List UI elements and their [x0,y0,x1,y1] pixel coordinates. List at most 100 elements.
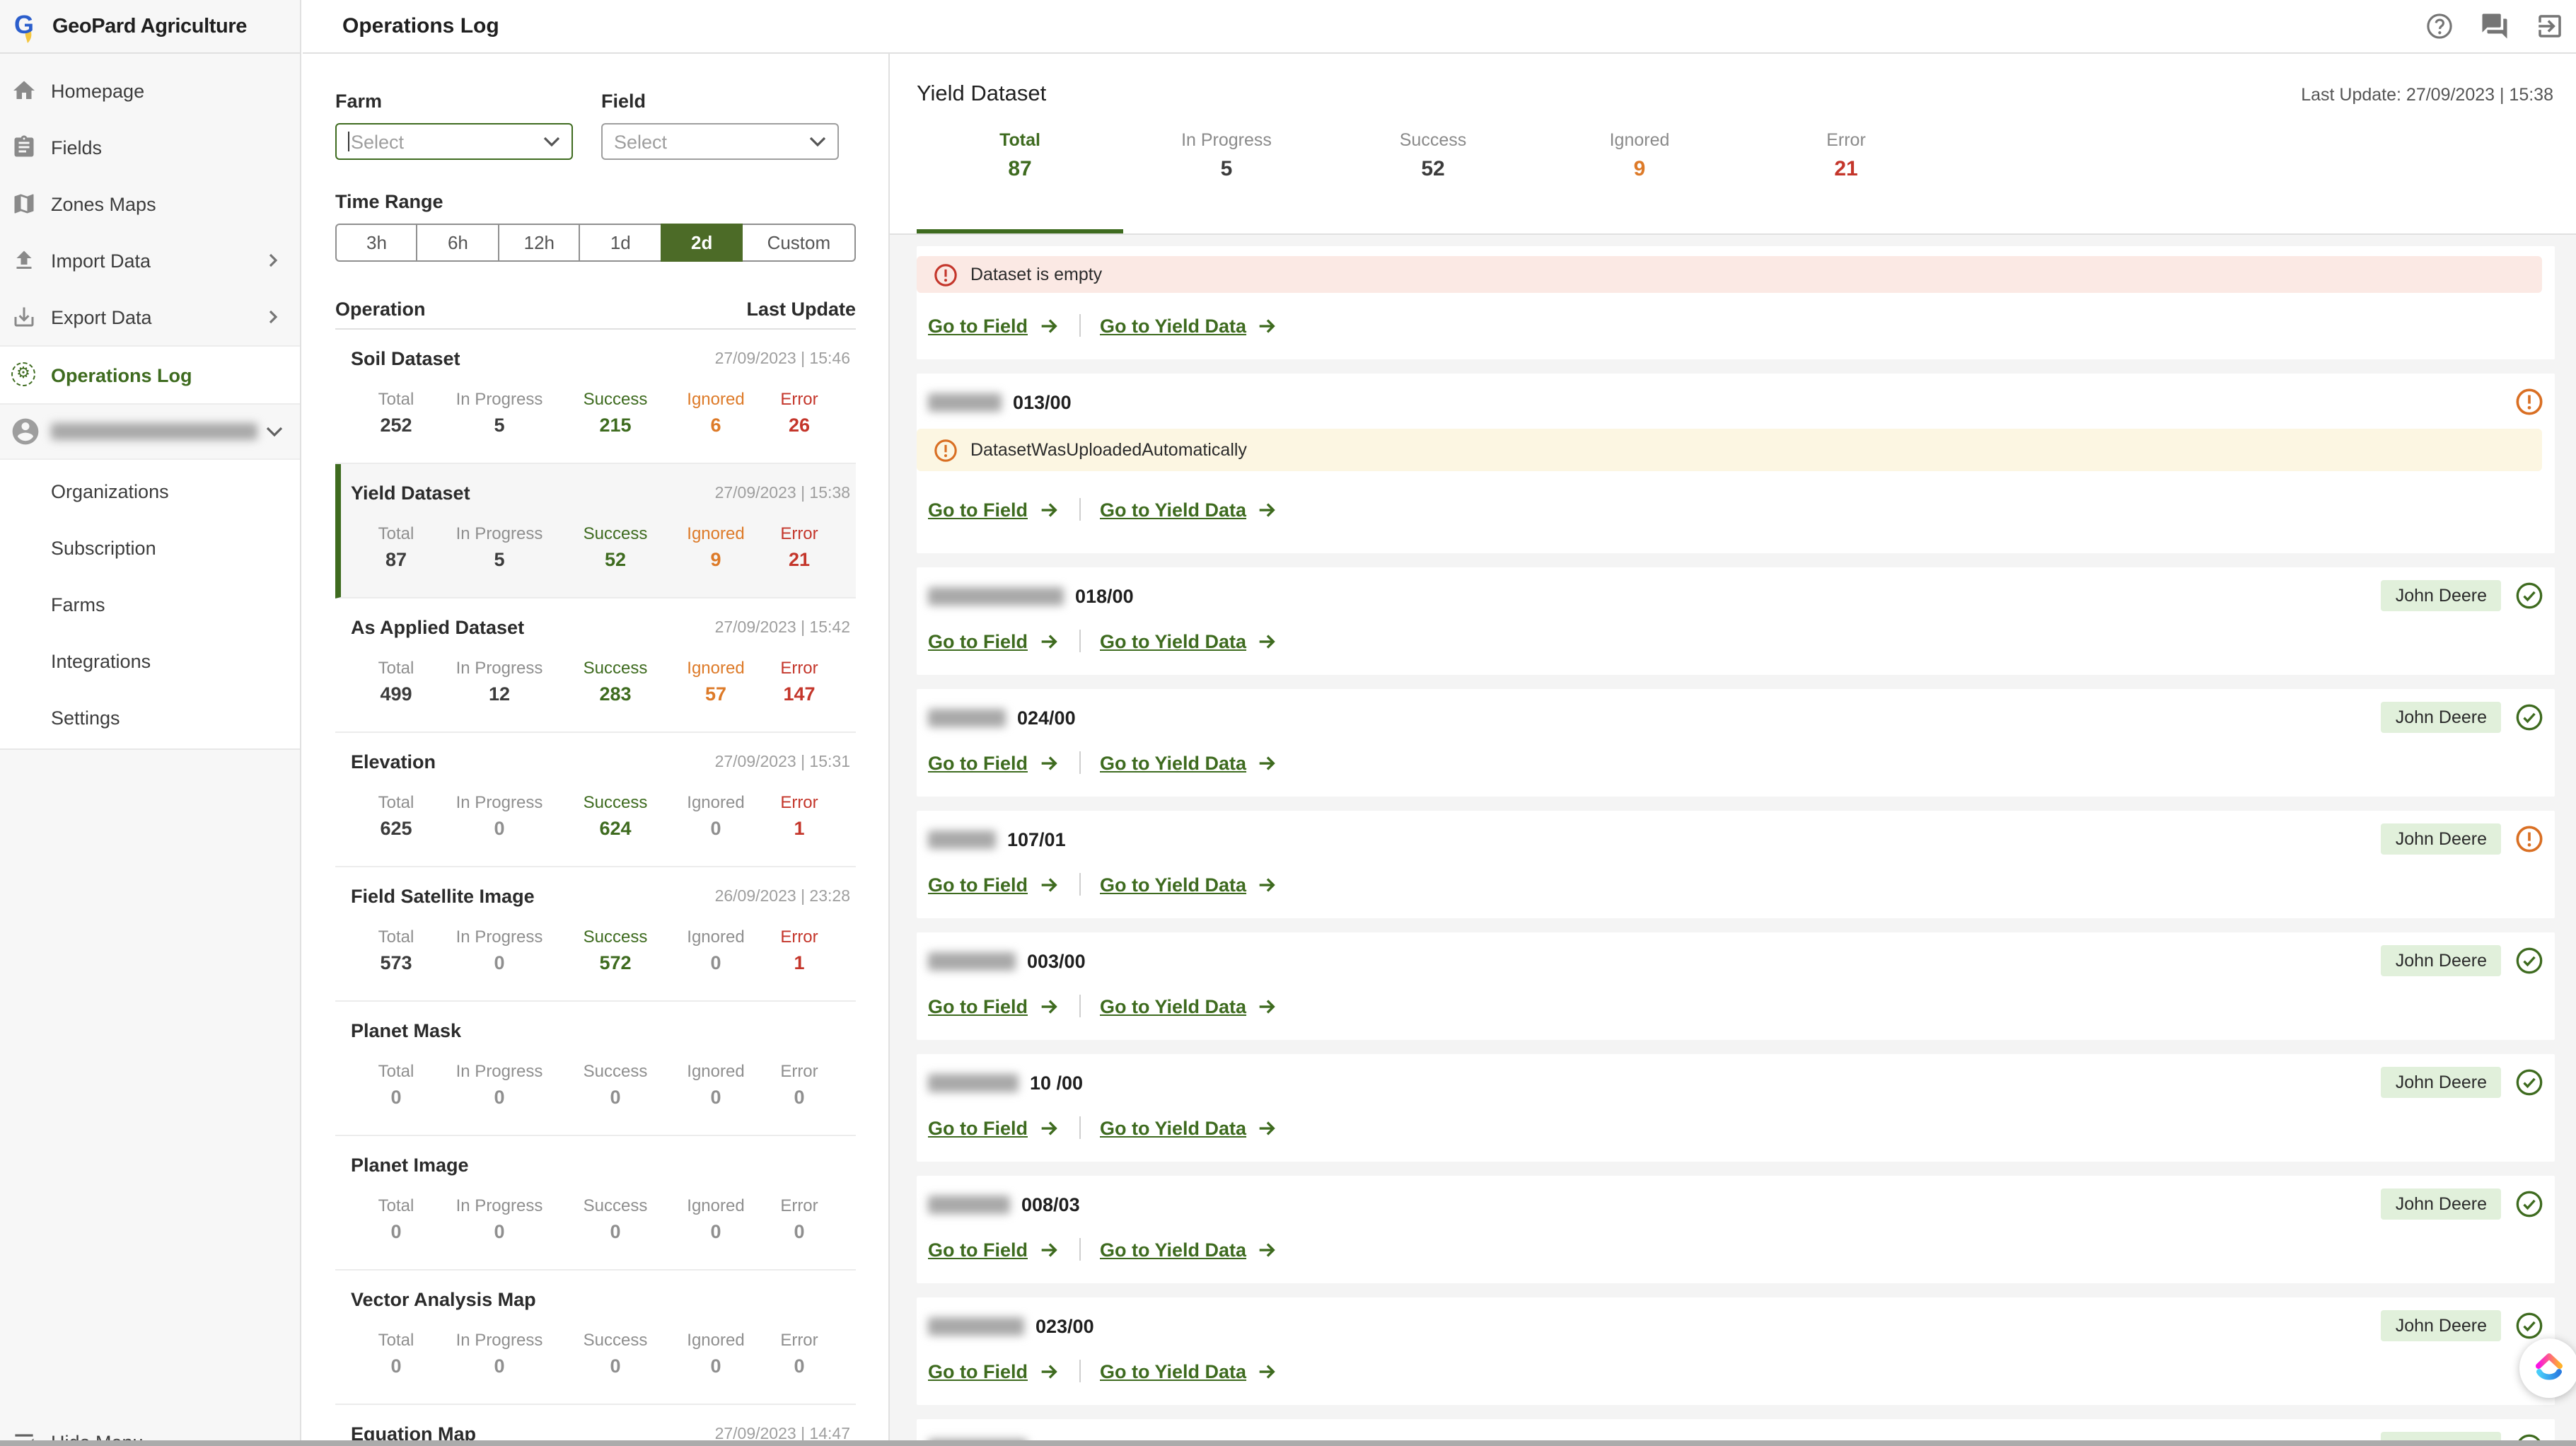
go-to-field-label: Go to Field [928,499,1028,520]
go-to-yield-data-link[interactable]: Go to Yield Data [1100,1117,1277,1138]
home-icon [11,78,37,103]
tab-ignored[interactable]: Ignored 9 [1536,130,1743,181]
time-range-6h[interactable]: 6h [416,224,499,262]
field-name-suffix: 008/03 [1021,1193,1080,1215]
go-to-yield-data-link[interactable]: Go to Yield Data [1100,630,1277,652]
time-range-2d[interactable]: 2d [660,224,743,262]
tab-in_progress[interactable]: In Progress 5 [1123,130,1330,181]
dataset-card: 023/00 John Deere Go to Field Go to Yield… [917,1297,2555,1405]
go-to-field-link[interactable]: Go to Field [928,1117,1059,1138]
sidebar-item-fields[interactable]: Fields [0,119,300,175]
arrow-right-icon [1259,999,1275,1013]
go-to-yield-data-link[interactable]: Go to Yield Data [1100,874,1277,895]
stat-value: 12 [488,683,511,705]
field-select[interactable]: Select [601,123,839,160]
stat-value: 0 [710,818,721,839]
stat-label: In Progress [456,658,543,678]
go-to-yield-data-link[interactable]: Go to Yield Data [1100,995,1277,1017]
status-tabs: Total 87 In Progress 5 Success 52 Ignore… [917,130,2553,181]
provider-badge: John Deere [2381,945,2501,976]
card-links: Go to Field Go to Yield Data [917,627,2555,655]
tab-label: Success [1399,130,1467,150]
stat: Ignored 0 [673,1061,758,1108]
sidebar-item-label: Operations Log [51,364,192,386]
operation-row[interactable]: Planet Image Total 0 In Progress 0 Success 0 I… [335,1136,856,1271]
chat-icon[interactable] [2480,11,2510,41]
operation-row[interactable]: Yield Dataset 27/09/2023 | 15:38 Total 87… [335,464,856,598]
stat: In Progress 0 [441,1330,557,1377]
stat-value: 26 [788,415,811,436]
operation-row[interactable]: Elevation 27/09/2023 | 15:31 Total 625 In … [335,733,856,867]
sidebar-item-homepage[interactable]: Homepage [0,62,300,119]
stat-value: 624 [599,818,632,839]
go-to-field-label: Go to Field [928,874,1028,895]
dataset-card: 024/00 John Deere Go to Field Go to Yield… [917,689,2555,797]
sidebar-subitem-integrations[interactable]: Integrations [51,650,151,671]
stat-value: 0 [494,1087,505,1108]
stat: Ignored 0 [673,1330,758,1377]
tab-label: Total [999,130,1040,150]
sidebar-item-export-data[interactable]: Export Data [0,289,300,345]
col-last-update: Last Update [746,299,856,320]
stat-label: Total [378,927,414,947]
operation-last-update: 27/09/2023 | 14:47 [714,1425,850,1442]
go-to-yield-data-link[interactable]: Go to Yield Data [1100,1239,1277,1260]
operation-row[interactable]: Planet Mask Total 0 In Progress 0 Success 0 Ig… [335,1002,856,1136]
divider [1079,1360,1080,1382]
time-range-12h[interactable]: 12h [497,224,581,262]
go-to-field-link[interactable]: Go to Field [928,315,1059,336]
go-to-field-link[interactable]: Go to Field [928,499,1059,520]
arrow-right-icon [1040,1242,1057,1256]
account-row[interactable] [0,405,300,458]
go-to-field-link[interactable]: Go to Field [928,630,1059,652]
field-name-suffix: 023/00 [1035,1315,1094,1336]
blurred-field-name [928,830,996,848]
time-range-1d[interactable]: 1d [579,224,662,262]
stat: Success 0 [557,1061,673,1108]
go-to-yield-data-link[interactable]: Go to Yield Data [1100,315,1277,336]
stat-label: Ignored [687,1061,745,1081]
go-to-field-link[interactable]: Go to Field [928,1360,1059,1382]
go-to-field-link[interactable]: Go to Field [928,1239,1059,1260]
stat-value: 147 [783,683,816,705]
time-range-3h[interactable]: 3h [335,224,418,262]
arrow-right-icon [1259,1121,1275,1135]
sidebar-item-operations-log[interactable]: ⚙ Operations Log [0,345,300,405]
logout-icon[interactable] [2535,11,2565,41]
farm-select[interactable]: Select [335,123,573,160]
operation-last-update: 26/09/2023 | 23:28 [714,888,850,905]
help-icon[interactable] [2425,11,2454,41]
go-to-field-link[interactable]: Go to Field [928,995,1059,1017]
operation-row[interactable]: Vector Analysis Map Total 0 In Progress 0 Su… [335,1271,856,1405]
go-to-field-link[interactable]: Go to Field [928,874,1059,895]
operation-row[interactable]: Field Satellite Image 26/09/2023 | 23:28… [335,867,856,1002]
time-range-custom[interactable]: Custom [741,224,857,262]
provider-badge: John Deere [2381,1067,2501,1098]
success-check-icon [2515,947,2543,975]
operation-row[interactable]: As Applied Dataset 27/09/2023 | 15:42 To… [335,598,856,733]
sidebar-subitem-subscription[interactable]: Subscription [51,537,156,558]
stat-value: 6 [710,415,721,436]
sidebar-item-import-data[interactable]: Import Data [0,232,300,289]
clickup-button[interactable] [2519,1338,2576,1398]
card-status-group [2515,388,2543,416]
sidebar-subitem-settings[interactable]: Settings [51,707,120,728]
operation-row[interactable]: Soil Dataset 27/09/2023 | 15:46 Total 252… [335,330,856,464]
go-to-field-link[interactable]: Go to Field [928,752,1059,773]
stat-label: Success [583,792,648,812]
tab-value: 21 [1834,157,1858,181]
farm-label: Farm [335,91,383,112]
tab-error[interactable]: Error 21 [1743,130,1949,181]
tab-success[interactable]: Success 52 [1330,130,1536,181]
tab-total[interactable]: Total 87 [917,130,1123,181]
field-name: 018/00 [928,585,1134,606]
warning-icon [2515,825,2543,853]
sidebar-subitem-farms[interactable]: Farms [51,594,105,615]
arrow-right-icon [1040,1121,1057,1135]
go-to-yield-data-link[interactable]: Go to Yield Data [1100,752,1277,773]
sidebar-subitem-organizations[interactable]: Organizations [51,480,169,502]
go-to-yield-data-link[interactable]: Go to Yield Data [1100,499,1277,520]
map-icon [11,191,37,216]
go-to-yield-data-link[interactable]: Go to Yield Data [1100,1360,1277,1382]
sidebar-item-zones-maps[interactable]: Zones Maps [0,175,300,232]
